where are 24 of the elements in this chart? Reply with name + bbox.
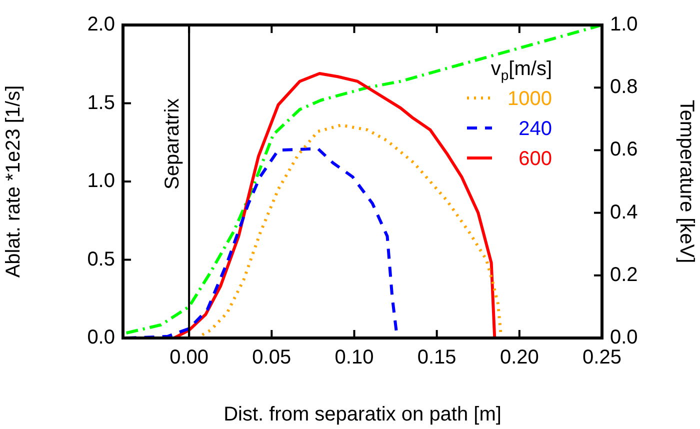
y2-tick-label: 0.0 — [610, 326, 638, 349]
y2-tick-label: 0.4 — [610, 201, 638, 224]
y2-axis-title: Temperature [keV] — [675, 100, 698, 264]
y2-tick-label: 1.0 — [610, 14, 638, 36]
y-tick-label: 0.0 — [87, 326, 115, 349]
legend-label: 240 — [518, 118, 552, 140]
x-tick-label: 0.15 — [417, 346, 456, 369]
y2-tick-label: 0.2 — [610, 264, 638, 286]
y-tick-label: 1.5 — [87, 92, 115, 114]
x-tick-label: 0.05 — [252, 346, 292, 369]
legend-label: 1000 — [508, 88, 552, 110]
y-tick-label: 2.0 — [87, 14, 115, 36]
ref-line-label: Separatrix — [162, 98, 184, 190]
x-axis-title: Dist. from separatix on path [m] — [224, 404, 502, 426]
legend-label: 600 — [518, 148, 552, 170]
y-axis-title: Ablat. rate *1e23 [1/s] — [2, 85, 25, 278]
x-tick-label: 0.25 — [582, 346, 622, 369]
y2-tick-label: 0.8 — [610, 76, 638, 98]
y-tick-label: 1.0 — [87, 170, 115, 192]
x-tick-label: 0.20 — [500, 346, 539, 369]
x-tick-label: 0.10 — [334, 346, 374, 369]
x-tick-label: 0.00 — [170, 346, 209, 369]
y2-tick-label: 0.6 — [610, 138, 638, 161]
y-tick-label: 0.5 — [87, 248, 115, 270]
